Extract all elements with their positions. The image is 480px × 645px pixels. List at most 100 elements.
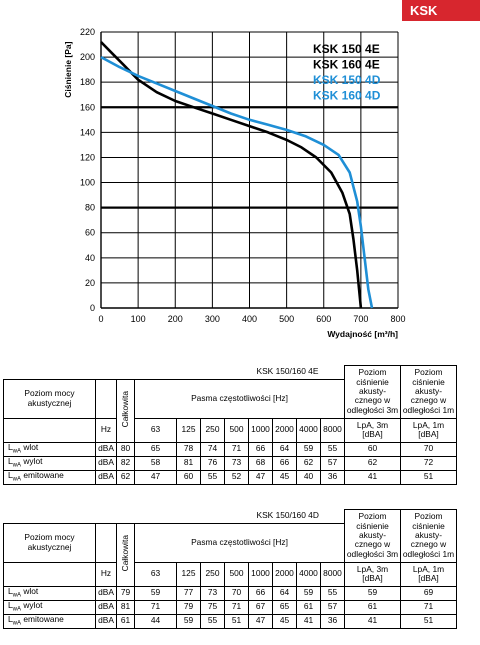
total-cell: 79 [116, 585, 135, 601]
table-title: KSK 150/160 4D [116, 509, 345, 524]
band-cell: 59 [134, 585, 177, 601]
unit-cell: dBA [95, 469, 117, 485]
series-curve [100, 55, 374, 309]
lpa-3m-cell: 59 [344, 585, 401, 601]
unit-cell: dBA [95, 455, 117, 471]
y-axis-label: Ciśnienie [Pa] [63, 41, 73, 97]
band-cell: 70 [224, 585, 249, 601]
blank-cell [3, 417, 96, 443]
total-header: Całkowita [116, 522, 135, 587]
band-header: 1000 [248, 417, 273, 443]
band-cell: 59 [176, 613, 201, 629]
row-label: LwA emitowane [3, 469, 96, 485]
band-cell: 61 [296, 599, 321, 615]
band-cell: 55 [320, 441, 345, 457]
unit-cell: dBA [95, 599, 117, 615]
band-header: 500 [224, 417, 249, 443]
series-curve [100, 41, 363, 309]
band-cell: 59 [296, 585, 321, 601]
band-cell: 60 [176, 469, 201, 485]
y-tick-label: 0 [90, 303, 95, 313]
hz-header: Hz [95, 417, 117, 443]
lpa-1m-cell: 71 [400, 599, 457, 615]
legend-entry: KSK 160 4E [313, 58, 380, 72]
x-axis-label: Wydajność [m³/h] [327, 329, 398, 339]
band-cell: 71 [224, 599, 249, 615]
band-cell: 73 [224, 455, 249, 471]
y-tick-label: 140 [80, 127, 95, 137]
band-header: 250 [200, 417, 225, 443]
total-cell: 81 [116, 599, 135, 615]
x-tick-label: 500 [279, 314, 294, 324]
pressure-3m-header: Poziom ciśnienie akusty-cznego w odległo… [344, 509, 401, 563]
legend-entry: KSK 150 4E [313, 42, 380, 56]
total-cell: 80 [116, 441, 135, 457]
band-cell: 71 [224, 441, 249, 457]
band-cell: 57 [320, 599, 345, 615]
y-tick-label: 20 [85, 278, 95, 288]
band-cell: 64 [272, 441, 297, 457]
band-header: 63 [134, 561, 177, 587]
y-tick-label: 40 [85, 253, 95, 263]
legend-entry: KSK 150 4D [313, 73, 381, 87]
unit-cell: dBA [95, 585, 117, 601]
row-label-header: Poziom mocy akustycznej [3, 378, 96, 419]
pressure-1m-header: Poziom ciśnienie akusty-cznego w odległo… [400, 509, 457, 563]
band-cell: 64 [272, 585, 297, 601]
band-cell: 36 [320, 613, 345, 629]
row-label: LwA wlot [3, 441, 96, 457]
band-header: 4000 [296, 417, 321, 443]
x-tick-label: 800 [390, 314, 405, 324]
lpa-3m-cell: 60 [344, 441, 401, 457]
x-tick-label: 400 [242, 314, 257, 324]
band-cell: 71 [134, 599, 177, 615]
band-header: 2000 [272, 561, 297, 587]
x-tick-label: 200 [168, 314, 183, 324]
blank-cell [3, 561, 96, 587]
band-header: 500 [224, 561, 249, 587]
y-tick-label: 80 [85, 203, 95, 213]
y-tick-label: 200 [80, 52, 95, 62]
band-cell: 45 [272, 469, 297, 485]
y-tick-label: 180 [80, 77, 95, 87]
band-header: 250 [200, 561, 225, 587]
band-cell: 47 [248, 469, 273, 485]
band-cell: 62 [296, 455, 321, 471]
band-cell: 47 [134, 469, 177, 485]
band-cell: 74 [200, 441, 225, 457]
bands-header: Pasma częstotliwości [Hz] [134, 378, 345, 419]
lpa-1m-cell: 51 [400, 613, 457, 629]
x-tick-label: 700 [353, 314, 368, 324]
band-cell: 59 [296, 441, 321, 457]
legend-entry: KSK 160 4D [313, 89, 381, 103]
band-cell: 81 [176, 455, 201, 471]
bands-header: Pasma częstotliwości [Hz] [134, 522, 345, 563]
unit-cell: dBA [95, 613, 117, 629]
lpa-1m-cell: 51 [400, 469, 457, 485]
x-tick-label: 300 [205, 314, 220, 324]
band-header: 8000 [320, 561, 345, 587]
band-cell: 65 [272, 599, 297, 615]
band-cell: 52 [224, 469, 249, 485]
band-cell: 58 [134, 455, 177, 471]
y-tick-label: 160 [80, 102, 95, 112]
band-cell: 44 [134, 613, 177, 629]
band-cell: 55 [200, 613, 225, 629]
band-cell: 40 [296, 469, 321, 485]
acoustic-table-4e: KSK 150/160 4E Poziom ciśnienie akusty-cz… [3, 365, 457, 485]
band-cell: 76 [200, 455, 225, 471]
lpa-3m-cell: 41 [344, 469, 401, 485]
band-cell: 36 [320, 469, 345, 485]
y-tick-label: 60 [85, 228, 95, 238]
band-cell: 73 [200, 585, 225, 601]
band-header: 2000 [272, 417, 297, 443]
y-tick-label: 220 [80, 27, 95, 37]
band-cell: 47 [248, 613, 273, 629]
x-tick-label: 600 [316, 314, 331, 324]
band-cell: 75 [200, 599, 225, 615]
row-label: LwA wlot [3, 585, 96, 601]
band-cell: 45 [272, 613, 297, 629]
lpa-1m-header: LpA, 1m [dBA] [400, 561, 457, 587]
lpa-3m-cell: 41 [344, 613, 401, 629]
unit-cell: dBA [95, 441, 117, 457]
